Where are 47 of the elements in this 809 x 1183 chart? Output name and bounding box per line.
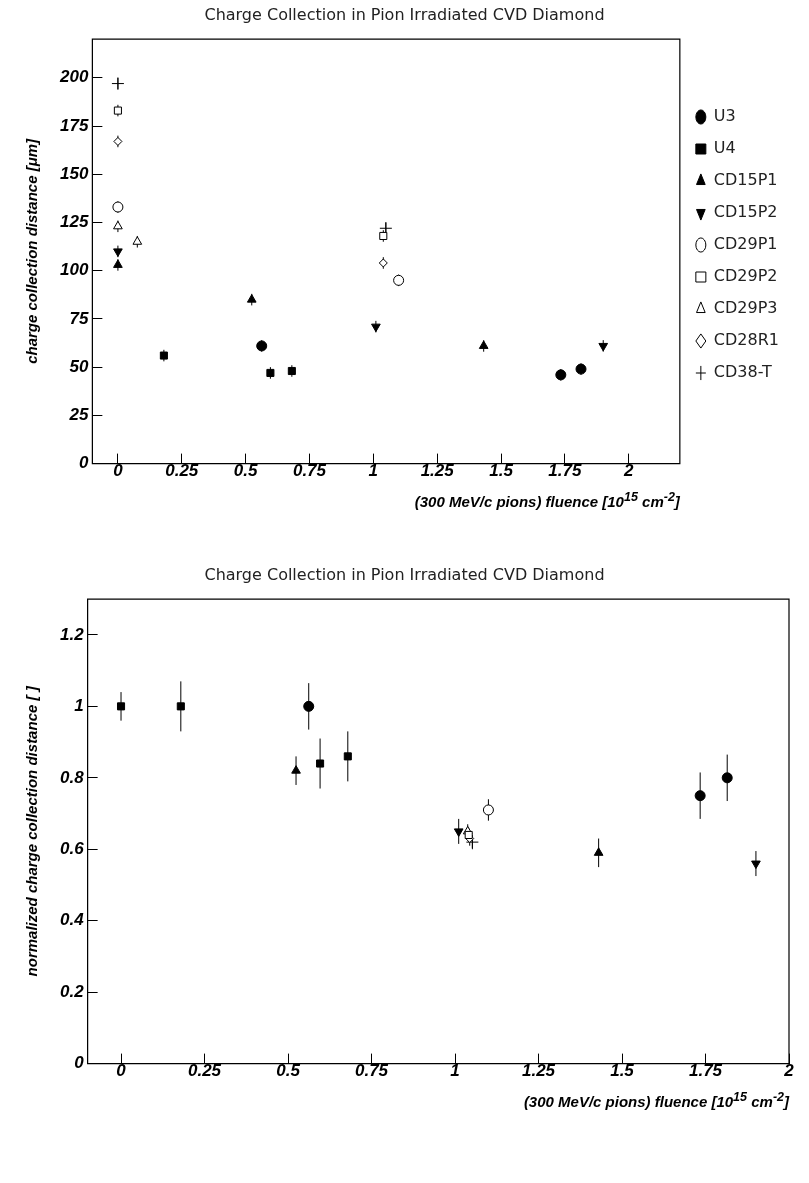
x-tick-label: 2 (783, 1061, 795, 1081)
y-tick-label: 200 (58, 67, 89, 87)
chart-title: Charge Collection in Pion Irradiated CVD Diamond (204, 564, 605, 584)
y-tick-label: 1 (74, 696, 84, 716)
y-tick-label: 25 (68, 405, 89, 425)
x-tick-label: 1.25 (521, 1061, 556, 1081)
x-axis-title: (300 MeV/c pions) fluence [10$^{15}$ cm$^{-2}$] (523, 1089, 789, 1110)
y-tick-label: 100 (59, 260, 89, 280)
x-tick-label: 0 (116, 1061, 127, 1081)
legend-label: CD15P1 (713, 170, 778, 190)
legend-label: CD28R1 (713, 330, 780, 350)
x-axis-title: (300 MeV/c pions) fluence [10$^{15}$ cm$^{-2}$] (414, 489, 680, 510)
x-tick-label: 0 (113, 461, 124, 481)
legend-label: U4 (713, 138, 736, 158)
x-tick-label: 1 (368, 461, 379, 481)
x-tick-label: 0.5 (233, 461, 258, 481)
x-tick-label: 0.25 (165, 461, 199, 481)
y-axis-title: charge collection distance [μm] (23, 137, 41, 364)
x-tick-label: 1.5 (489, 461, 514, 481)
x-tick-label: 0.5 (276, 1061, 301, 1081)
legend-label: CD29P1 (713, 234, 778, 254)
x-tick-label: 0.75 (354, 1061, 389, 1081)
x-tick-label: 2 (623, 461, 635, 481)
y-tick-label: 125 (59, 212, 89, 232)
x-tick-label: 1.75 (548, 461, 582, 481)
y-tick-label: 0.8 (59, 767, 85, 787)
x-tick-label: 0.25 (187, 1061, 222, 1081)
x-tick-label: 1.25 (420, 461, 455, 481)
y-tick-label: 0.6 (59, 838, 85, 858)
x-tick-label: 0.75 (292, 461, 327, 481)
y-axis-title: normalized charge collection distance [ ] (23, 685, 41, 977)
legend-label: U3 (713, 106, 736, 126)
y-tick-label: 50 (69, 356, 89, 376)
x-tick-label: 1.75 (688, 1061, 723, 1081)
y-tick-label: 0.4 (59, 910, 85, 930)
y-tick-label: 0.2 (59, 981, 85, 1001)
legend-label: CD29P3 (713, 298, 778, 318)
chart-title: Charge Collection in Pion Irradiated CVD Diamond (204, 4, 605, 24)
y-tick-label: 175 (59, 115, 89, 135)
x-tick-label: 1 (450, 1061, 460, 1081)
legend-label: CD29P2 (713, 266, 778, 286)
x-tick-label: 1.5 (610, 1061, 635, 1081)
y-tick-label: 1.2 (59, 624, 85, 644)
y-tick-label: 75 (69, 308, 89, 328)
y-tick-label: 150 (59, 163, 89, 183)
legend-label: CD38-T (713, 362, 773, 382)
legend-label: CD15P2 (713, 202, 778, 222)
